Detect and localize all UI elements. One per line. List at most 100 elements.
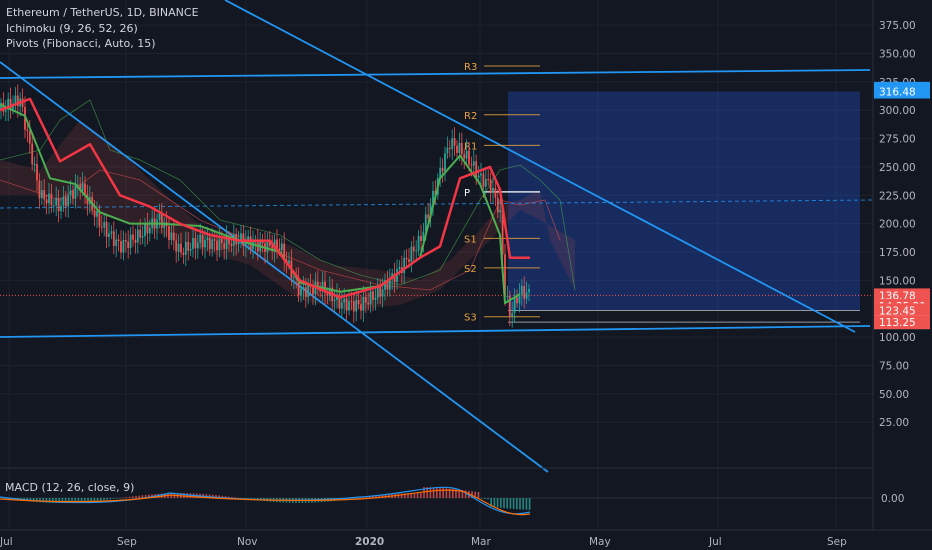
candle-body — [499, 209, 502, 213]
macd-bar — [346, 498, 348, 500]
macd-bar — [141, 495, 144, 498]
candle-body — [381, 289, 384, 297]
pivots-label[interactable]: Pivots (Fibonacci, Auto, 15) — [6, 37, 156, 50]
candle-body — [69, 190, 72, 196]
bottom-support-line — [0, 325, 871, 338]
macd-bar — [96, 498, 99, 501]
candle-body — [184, 242, 187, 255]
candle-body — [340, 302, 343, 309]
candle-body — [328, 287, 331, 296]
candle-body — [429, 204, 432, 219]
macd-bar — [429, 487, 432, 498]
pivot-label-r3: R3 — [464, 62, 477, 73]
candle-body — [108, 233, 110, 237]
y-tick-label: 100.00 — [879, 332, 916, 344]
candle-body — [470, 164, 473, 166]
macd-bar — [413, 493, 416, 498]
candle-body — [247, 236, 250, 242]
macd-bar — [260, 498, 262, 501]
candle-body — [182, 252, 185, 255]
candle-body — [194, 237, 197, 249]
macd-bar — [426, 487, 428, 498]
price-tag-bg — [874, 84, 930, 99]
candle-body — [52, 205, 55, 207]
candle-body — [266, 240, 269, 252]
candle-body — [124, 240, 127, 242]
macd-bar — [119, 498, 121, 499]
pivot-label-s1: S1 — [464, 234, 477, 245]
candle-body — [14, 95, 17, 104]
price-tag-text: 123.45 — [879, 306, 916, 318]
macd-bar — [404, 493, 406, 498]
y-tick-label: 375.00 — [879, 20, 916, 32]
candle-body — [355, 300, 358, 312]
candle-body — [230, 243, 233, 246]
candle-body — [36, 164, 38, 181]
macd-bar — [365, 497, 368, 498]
candle-body — [7, 98, 10, 110]
ichimoku-label[interactable]: Ichimoku (9, 26, 52, 26) — [6, 21, 138, 35]
candle-body — [105, 222, 108, 237]
macd-bar — [528, 498, 531, 510]
candle-body — [345, 298, 348, 311]
candle-body — [261, 241, 264, 244]
macd-bar — [87, 498, 89, 502]
candle-body — [384, 280, 386, 290]
candle-body — [33, 164, 36, 166]
candle-body — [240, 233, 242, 243]
macd-bar — [474, 491, 476, 498]
macd-bar — [375, 495, 377, 498]
macd-label[interactable]: MACD (12, 26, close, 9) — [5, 481, 135, 494]
y-tick-label: 300.00 — [879, 105, 916, 117]
macd-bar — [71, 498, 73, 503]
y-tick-label: 275.00 — [879, 134, 916, 146]
chart-legend: Ethereum / TetherUS, 1D, BINANCE Ichimok… — [6, 5, 199, 52]
candle-body — [98, 210, 101, 227]
candle-body — [127, 241, 130, 248]
candle-body — [405, 257, 408, 260]
macd-bar — [516, 498, 518, 510]
pivot-label-r2: R2 — [464, 111, 477, 122]
candle-body — [480, 173, 482, 176]
macd-bar — [397, 493, 400, 498]
candle-body — [300, 288, 302, 296]
macd-bar — [42, 498, 44, 503]
symbol-title: Ethereum / TetherUS, 1D, BINANCE — [6, 6, 199, 19]
candle-body — [172, 232, 175, 241]
candle-body — [16, 95, 19, 107]
macd-bar — [122, 497, 124, 499]
macd-signal-line — [0, 489, 531, 516]
macd-bar — [416, 493, 419, 498]
macd-bar — [477, 492, 480, 498]
candle-body — [213, 239, 216, 241]
candle-body — [386, 280, 389, 290]
macd-bar — [93, 498, 96, 502]
price-tag-bg — [874, 315, 930, 330]
candle-body — [141, 236, 144, 238]
candle-body — [249, 236, 252, 250]
candle-body — [432, 190, 434, 205]
dashed-level — [0, 199, 874, 209]
candle-body — [504, 254, 506, 297]
candle-body — [120, 241, 122, 253]
macd-bar — [352, 498, 355, 499]
candle-body — [525, 292, 528, 299]
macd-bar — [151, 494, 153, 498]
macd-bar — [106, 498, 108, 500]
candle-body — [343, 298, 346, 303]
macd-bar — [256, 498, 259, 501]
candle-body — [112, 231, 115, 246]
y-tick-label: 200.00 — [879, 219, 916, 231]
candle-body — [160, 213, 163, 228]
candle-body — [482, 173, 485, 187]
macd-bar — [525, 498, 528, 510]
candle-body — [417, 235, 420, 251]
candle-body — [206, 237, 209, 241]
candle-body — [372, 291, 374, 300]
candle-body — [196, 242, 199, 249]
candle-body — [228, 236, 230, 244]
y-tick-label: 175.00 — [879, 247, 916, 259]
macd-bar — [490, 498, 492, 507]
candle-body — [304, 287, 307, 297]
